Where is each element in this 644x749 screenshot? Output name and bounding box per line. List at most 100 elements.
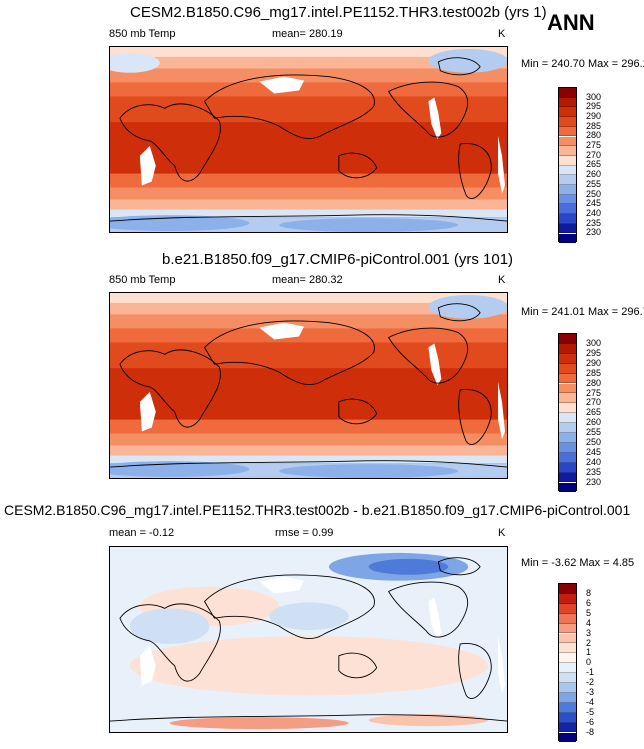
colorbar-tick-label: 8 bbox=[586, 588, 592, 598]
mean-label: mean= 280.19 bbox=[272, 28, 343, 40]
temperature-map bbox=[109, 46, 508, 233]
colorbar-swatch bbox=[559, 393, 576, 404]
colorbar-tick-label: 275 bbox=[586, 387, 602, 398]
colorbar-swatch bbox=[559, 126, 576, 137]
colorbar-swatch bbox=[559, 107, 576, 118]
colorbar-swatch bbox=[559, 165, 576, 176]
colorbar-tick-label: 295 bbox=[586, 101, 602, 112]
colorbar-swatch bbox=[559, 663, 576, 674]
difference-field bbox=[110, 547, 507, 732]
colorbar-swatch bbox=[559, 482, 576, 492]
colorbar-tick-label: 2 bbox=[586, 637, 592, 648]
colorbar-tick-label: 0 bbox=[586, 657, 592, 668]
colorbar-swatch bbox=[559, 363, 576, 374]
colorbar-tick-label: 300 bbox=[586, 91, 602, 102]
colorbar-swatch bbox=[559, 683, 576, 693]
colorbar-tick-label: 265 bbox=[586, 159, 602, 170]
colorbar-tick-label: 245 bbox=[586, 198, 602, 209]
colorbar-swatch bbox=[559, 117, 576, 127]
colorbar-tick-label: 260 bbox=[586, 169, 602, 180]
colorbar-swatch bbox=[559, 353, 576, 364]
colorbar-swatch bbox=[559, 613, 576, 624]
colorbar-swatch bbox=[559, 97, 576, 108]
rmse-label: rmse = 0.99 bbox=[275, 527, 334, 539]
colorbar-swatch bbox=[559, 452, 576, 463]
colorbar-tick-label: 240 bbox=[586, 207, 602, 218]
colorbar-swatch bbox=[559, 423, 576, 433]
min-max-label: Min = 240.70 Max = 296.26 bbox=[521, 58, 644, 70]
colorbar-swatch bbox=[559, 146, 576, 156]
colorbar-tick-label: 235 bbox=[586, 217, 602, 228]
colorbar-tick-label: 3 bbox=[586, 627, 592, 638]
colorbar-tick-label: 250 bbox=[586, 188, 602, 199]
colorbar-swatch bbox=[559, 673, 576, 683]
colorbar-swatch bbox=[559, 643, 576, 654]
colorbar-swatch bbox=[559, 175, 576, 185]
panel-title: b.e21.B1850.f09_g17.CMIP6-piControl.001 … bbox=[162, 251, 514, 268]
colorbar-tick-label: 5 bbox=[586, 607, 592, 618]
colorbar-swatch bbox=[559, 702, 576, 713]
colorbar-swatch bbox=[559, 442, 576, 453]
colorbar-tick-label: 6 bbox=[586, 597, 592, 608]
colorbar-tick-label: 1 bbox=[586, 647, 592, 658]
colorbar-swatch bbox=[559, 233, 576, 243]
colorbar-swatch bbox=[559, 373, 576, 384]
colorbar-tick-label: 270 bbox=[586, 149, 602, 160]
colorbar-tick-label: 265 bbox=[586, 407, 602, 418]
colorbar-tick-label: 280 bbox=[586, 377, 602, 388]
colorbar-swatch bbox=[559, 472, 576, 483]
colorbar-tick-label: 230 bbox=[586, 227, 602, 238]
colorbar-tick-label: 245 bbox=[586, 446, 602, 457]
colorbar-swatch bbox=[559, 584, 576, 594]
colorbar-swatch bbox=[559, 593, 576, 604]
colorbar-tick-label: 255 bbox=[586, 178, 602, 189]
colorbar-swatch bbox=[559, 223, 576, 234]
temperature-field bbox=[110, 293, 507, 478]
colorbar-tick-label: -5 bbox=[586, 706, 595, 717]
colorbar-swatch bbox=[559, 185, 576, 195]
colorbar bbox=[558, 583, 577, 742]
colorbar-swatch bbox=[559, 732, 576, 742]
colorbar-tick-label: -2 bbox=[586, 677, 595, 688]
panel-title: CESM2.B1850.C96_mg17.intel.PE1152.THR3.t… bbox=[130, 4, 547, 21]
colorbar-tick-label: -8 bbox=[586, 726, 595, 737]
colorbar-swatch bbox=[559, 403, 576, 414]
colorbar-swatch bbox=[559, 462, 576, 473]
colorbar-tick-label: 280 bbox=[586, 130, 602, 141]
colorbar-tick-label: 290 bbox=[586, 110, 602, 121]
colorbar-swatch bbox=[559, 155, 576, 166]
colorbar-tick-label: -1 bbox=[586, 667, 595, 678]
colorbar-swatch bbox=[559, 334, 576, 344]
colorbar-tick-label: 240 bbox=[586, 456, 602, 467]
colorbar-swatch bbox=[559, 204, 576, 215]
mean-label: mean = -0.12 bbox=[109, 527, 175, 539]
temperature-field bbox=[110, 47, 507, 232]
colorbar-tick-label: 260 bbox=[586, 417, 602, 428]
colorbar-tick-label: 255 bbox=[586, 427, 602, 438]
min-max-label: Min = -3.62 Max = 4.85 bbox=[521, 557, 635, 569]
temperature-difference-map bbox=[109, 546, 508, 733]
variable-label: 850 mb Temp bbox=[109, 274, 176, 286]
colorbar-swatch bbox=[559, 433, 576, 443]
colorbar-swatch bbox=[559, 653, 576, 664]
colorbar-swatch bbox=[559, 722, 576, 733]
colorbar-swatch bbox=[559, 214, 576, 224]
colorbar-swatch bbox=[559, 136, 576, 147]
colorbar-tick-label: 295 bbox=[586, 347, 602, 358]
colorbar-swatch bbox=[559, 413, 576, 424]
variable-label: 850 mb Temp bbox=[109, 28, 176, 40]
colorbar-swatch bbox=[559, 692, 576, 703]
units-label: K bbox=[498, 274, 506, 286]
colorbar-tick-label: -6 bbox=[586, 716, 595, 727]
colorbar-tick-label: 285 bbox=[586, 120, 602, 131]
colorbar bbox=[558, 87, 577, 243]
colorbar-swatch bbox=[559, 633, 576, 644]
colorbar-tick-label: 250 bbox=[586, 437, 602, 447]
panel-title: CESM2.B1850.C96_mg17.intel.PE1152.THR3.t… bbox=[4, 502, 631, 518]
colorbar-tick-label: 230 bbox=[586, 476, 602, 487]
units-label: K bbox=[498, 527, 506, 539]
colorbar-swatch bbox=[559, 623, 576, 634]
colorbar-tick-label: 275 bbox=[586, 140, 602, 150]
colorbar-tick-label: 235 bbox=[586, 466, 602, 477]
colorbar-tick-label: 285 bbox=[586, 367, 602, 378]
